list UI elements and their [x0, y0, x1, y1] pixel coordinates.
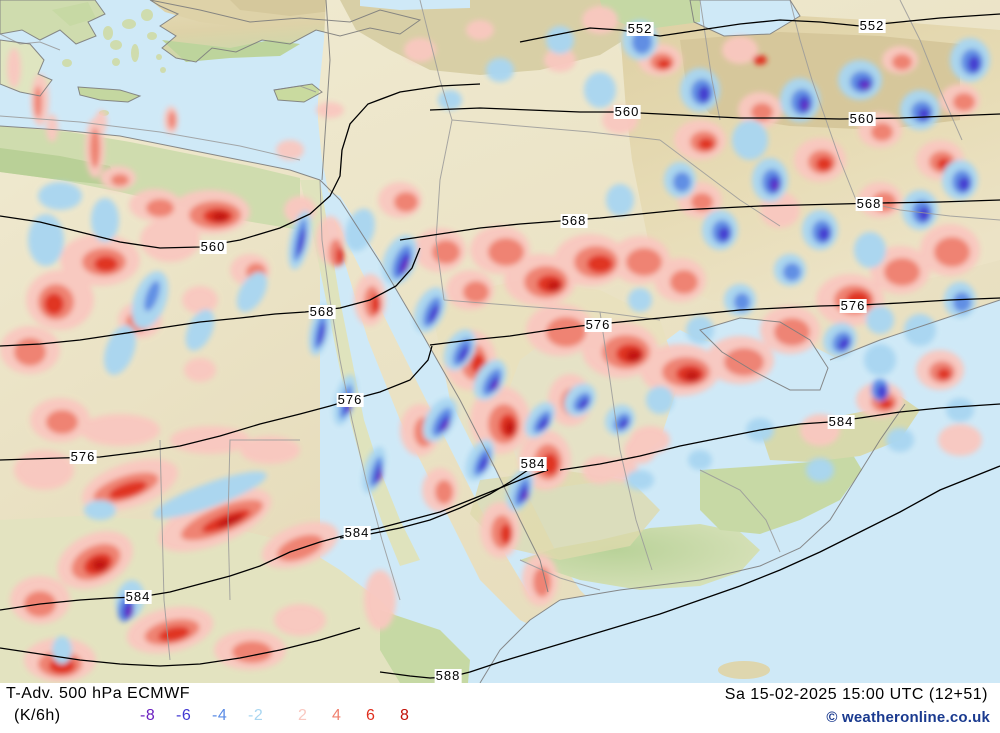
land-turkey-highland — [230, 0, 340, 16]
product-title: T-Adv. 500 hPa ECMWF — [6, 685, 190, 702]
map-canvas — [0, 0, 1000, 683]
legend-value: -4 — [212, 707, 228, 724]
adv-band-pos8 — [92, 212, 699, 571]
adv-band-neg8 — [126, 82, 870, 618]
legend-value: 8 — [400, 707, 410, 724]
units-label: (K/6h) — [14, 707, 61, 724]
contour-label: 568 — [308, 304, 336, 319]
contour-label: 568 — [560, 213, 588, 228]
land-socotra — [718, 661, 770, 679]
sea-arabian — [480, 505, 1000, 683]
forecast-datetime: Sa 15-02-2025 15:00 UTC (12+51) — [724, 686, 988, 703]
country-borders — [0, 0, 1000, 661]
footer-bar: T-Adv. 500 hPa ECMWF (K/6h) Sa 15-02-202… — [0, 683, 1000, 733]
contour-label: 588 — [434, 668, 462, 683]
color-scale-legend: -8 -6 -4 -2 2 4 6 8 — [140, 707, 430, 729]
sea-black — [360, 0, 470, 10]
legend-value: 2 — [298, 707, 308, 724]
land-yemen — [520, 524, 760, 590]
land-ethiopia — [380, 610, 470, 683]
contour-label: 576 — [839, 298, 867, 313]
contour-label: 552 — [626, 21, 654, 36]
contour-label: 584 — [343, 525, 371, 540]
copyright-label: © weatheronline.co.uk — [826, 709, 990, 726]
contour-label: 552 — [858, 18, 886, 33]
legend-value: -8 — [140, 707, 156, 724]
contour-label: 584 — [827, 414, 855, 429]
aegean-islands — [62, 9, 178, 73]
land-cyrenaica — [0, 148, 120, 186]
contour-label: 584 — [124, 589, 152, 604]
contour-label: 560 — [613, 104, 641, 119]
contour-label: 576 — [69, 449, 97, 464]
land-caucasus — [600, 0, 700, 30]
contour-label: 576 — [336, 392, 364, 407]
legend-value: -6 — [176, 707, 192, 724]
contour-label: 560 — [848, 111, 876, 126]
contour-label: 584 — [519, 456, 547, 471]
land-greece-north — [52, 2, 96, 26]
contour-label: 560 — [199, 239, 227, 254]
legend-value: -2 — [248, 707, 264, 724]
contour-label: 568 — [855, 196, 883, 211]
coastlines — [0, 0, 1000, 683]
legend-value: 6 — [366, 707, 376, 724]
weather-map[interactable]: 552 552 560 560 560 568 568 568 576 576 … — [0, 0, 1000, 683]
contour-label: 576 — [584, 317, 612, 332]
legend-value: 4 — [332, 707, 342, 724]
land-nile — [300, 180, 420, 566]
